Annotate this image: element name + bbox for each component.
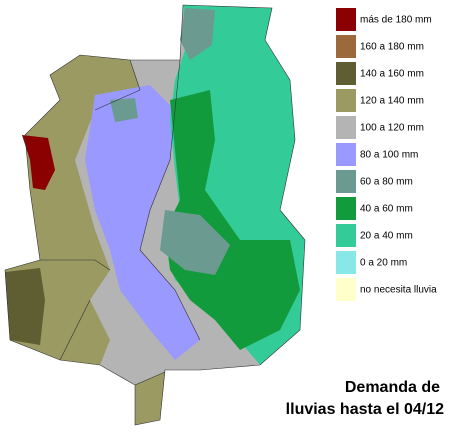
legend-swatch [336, 35, 356, 58]
legend-swatch [336, 8, 356, 31]
legend-label: 0 a 20 mm [360, 258, 407, 269]
legend-label: 120 a 140 mm [360, 96, 424, 107]
legend-swatch [336, 143, 356, 166]
title-line: lluvias hasta el 04/12 [286, 401, 444, 418]
region [110, 98, 138, 122]
legend-swatch [336, 197, 356, 220]
legend-label: no necesita lluvia [360, 285, 437, 296]
map-regions [5, 5, 305, 425]
legend-label: más de 180 mm [360, 15, 432, 26]
legend-label: 40 a 60 mm [360, 204, 413, 215]
legend-swatch [336, 278, 356, 301]
legend-swatch [336, 116, 356, 139]
legend-swatch [336, 89, 356, 112]
legend-label: 160 a 180 mm [360, 42, 424, 53]
region [5, 268, 45, 345]
title-line: Demanda de [345, 379, 440, 396]
region [180, 8, 215, 60]
region [85, 85, 200, 360]
region [165, 90, 300, 350]
legend-swatch [336, 62, 356, 85]
region [160, 210, 230, 275]
legend-swatch [336, 251, 356, 274]
legend: más de 180 mm 160 a 180 mm 140 a 160 mm 120… [336, 8, 437, 301]
legend-label: 140 a 160 mm [360, 69, 424, 80]
region [135, 372, 165, 425]
legend-label: 60 a 80 mm [360, 177, 413, 188]
legend-label: 80 a 100 mm [360, 150, 418, 161]
borders [4, 4, 306, 426]
legend-label: 100 a 120 mm [360, 123, 424, 134]
region [22, 135, 55, 190]
legend-swatch [336, 224, 356, 247]
legend-label: 20 a 40 mm [360, 231, 413, 242]
legend-swatch [336, 170, 356, 193]
